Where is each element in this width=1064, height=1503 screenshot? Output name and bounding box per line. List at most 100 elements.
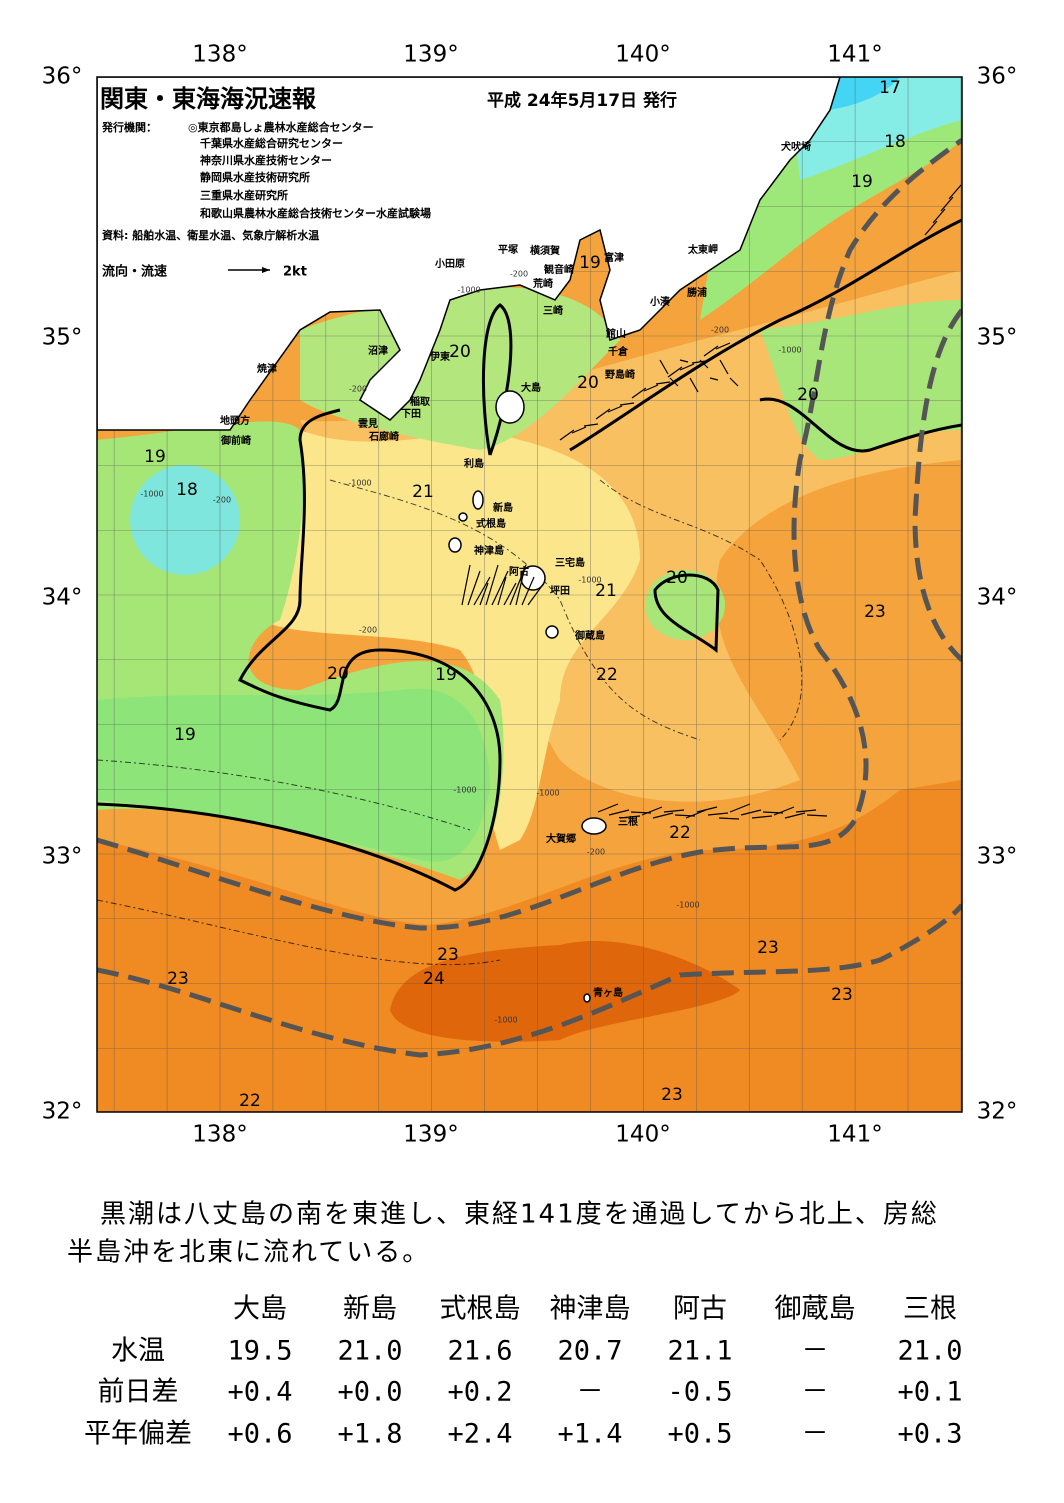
- contour-label: 19: [435, 665, 457, 685]
- current-arrow: [659, 359, 669, 375]
- place-name: 稲取: [410, 395, 431, 408]
- place-name: 御蔵島: [574, 629, 605, 642]
- lat-label: 34°: [42, 585, 83, 611]
- current-arrow: [669, 377, 679, 387]
- current-arrow: [595, 408, 611, 420]
- table-cell: 19.5: [227, 1336, 292, 1367]
- table-cell: +2.4: [447, 1419, 512, 1450]
- issuer: 三重県水産研究所: [200, 188, 288, 202]
- row-label: 前日差: [98, 1377, 179, 1408]
- contour-label: 20: [666, 568, 688, 588]
- current-arrow: [784, 812, 806, 819]
- current-arrow: [715, 342, 731, 350]
- current-arrow: [718, 817, 740, 820]
- current-arrow: [703, 345, 719, 357]
- depth-label: -1000: [457, 286, 480, 295]
- current-arrow: [467, 570, 481, 606]
- table-header: 阿古: [673, 1294, 727, 1325]
- current-arrow: [740, 809, 762, 816]
- current-arrow: [571, 426, 587, 434]
- current-arrow: [643, 384, 659, 392]
- current-arrow: [497, 576, 507, 606]
- depth-label: -1000: [536, 789, 559, 798]
- depth-label: -1000: [140, 490, 163, 499]
- depth-label: -1000: [453, 786, 476, 795]
- lat-label: 33°: [977, 844, 1018, 870]
- table-cell: 21.1: [667, 1336, 732, 1367]
- contour-label: 23: [437, 945, 459, 965]
- summary-line: 黒潮は八丈島の南を東進し、東経141度を通過してから北上、房総: [100, 1200, 939, 1230]
- current-arrow: [503, 582, 517, 606]
- lat-label: 35°: [977, 325, 1018, 351]
- map-surface: [97, 77, 962, 1112]
- place-name: 地頭方: [220, 414, 250, 427]
- place-name: 三宅島: [555, 556, 585, 569]
- lat-label: 34°: [977, 585, 1018, 611]
- table-cell: -0.5: [667, 1377, 732, 1408]
- place-name: 雲見: [358, 418, 378, 430]
- depth-label: -1000: [676, 901, 699, 910]
- current-arrow: [515, 570, 525, 606]
- depth-label: -200: [510, 270, 528, 279]
- place-name: 太東岬: [687, 243, 718, 256]
- current-arrow: [924, 220, 938, 236]
- current-arrow: [806, 814, 828, 817]
- place-name: 三根: [618, 815, 638, 828]
- place-name: 利島: [464, 457, 484, 470]
- place-name: 大島: [521, 381, 541, 394]
- place-name: 式根島: [476, 517, 506, 530]
- current-arrow: [461, 564, 471, 606]
- contour-label: 19: [174, 725, 196, 745]
- issuer: 神奈川県水産技術センター: [200, 153, 332, 167]
- contour-label: 20: [577, 373, 599, 393]
- current-arrow: [491, 570, 509, 606]
- lat-label: 32°: [977, 1099, 1018, 1125]
- row-label: 水温: [111, 1336, 165, 1367]
- depth-label: -200: [213, 496, 231, 505]
- place-name: 千倉: [608, 345, 629, 358]
- table-cell: +1.4: [557, 1419, 622, 1450]
- depth-label: -1000: [494, 1016, 517, 1025]
- lat-label: 33°: [42, 844, 83, 870]
- contour-label: 19: [144, 447, 166, 467]
- lat-label: 32°: [42, 1099, 83, 1125]
- place-name: 平塚: [498, 243, 518, 256]
- lon-label: 138°: [192, 42, 247, 68]
- lon-label: 139°: [403, 1122, 458, 1148]
- contour-label: 23: [661, 1085, 683, 1105]
- place-name: 青ヶ島: [593, 986, 623, 999]
- place-name: 御前崎: [220, 434, 251, 447]
- contour-label: 18: [884, 132, 906, 152]
- place-name: 野島崎: [605, 368, 635, 381]
- place-name: 勝浦: [687, 286, 707, 299]
- depth-label: -200: [587, 848, 605, 857]
- contour-label: 18: [176, 480, 198, 500]
- table-header: 大島: [233, 1294, 287, 1325]
- place-name: 三崎: [543, 304, 563, 317]
- current-arrow: [685, 809, 707, 819]
- current-arrow: [729, 377, 739, 387]
- lat-label: 36°: [42, 64, 83, 90]
- table-cell: 21.6: [447, 1336, 512, 1367]
- place-name: 石廊崎: [368, 430, 399, 443]
- title: 関東・東海海況速報: [100, 85, 317, 113]
- place-name: 小湊: [649, 295, 671, 308]
- contour-label: 22: [669, 823, 691, 843]
- summary-line: 半島沖を北東に流れている。: [67, 1238, 430, 1268]
- issuer: 千葉県水産総合研究センター: [200, 136, 343, 150]
- map-frame: [96, 76, 963, 1113]
- contour-label: 23: [864, 602, 886, 622]
- table-cell: －: [577, 1377, 604, 1408]
- current-arrow: [479, 582, 489, 606]
- issuer: 静岡県水産技術研究所: [200, 170, 310, 184]
- issue-date: 平成 24年5月17日 発行: [487, 90, 677, 111]
- current-arrow: [607, 405, 623, 413]
- current-arrow: [709, 377, 719, 381]
- depth-label: -200: [349, 385, 367, 394]
- contour-label: 23: [757, 938, 779, 958]
- table-cell: +1.8: [337, 1419, 402, 1450]
- contour-label: 20: [327, 664, 349, 684]
- current-arrow: [689, 377, 699, 393]
- depth-label: -1000: [778, 346, 801, 355]
